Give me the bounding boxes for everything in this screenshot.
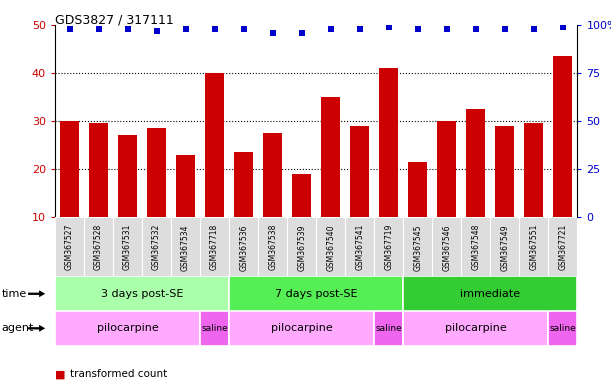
Text: GSM367549: GSM367549 [500, 224, 510, 271]
Text: GSM367551: GSM367551 [529, 224, 538, 270]
Bar [263, 133, 282, 265]
Text: ■: ■ [55, 369, 65, 379]
Text: GDS3827 / 317111: GDS3827 / 317111 [55, 13, 174, 26]
Point [500, 26, 510, 32]
Bar [55, 276, 229, 311]
Point [123, 26, 133, 32]
Text: GSM367548: GSM367548 [471, 224, 480, 270]
Bar [345, 217, 374, 276]
Text: GSM367545: GSM367545 [413, 224, 422, 271]
Point [65, 26, 75, 32]
Bar [432, 217, 461, 276]
Bar [437, 121, 456, 265]
Bar [118, 136, 137, 265]
Text: immediate: immediate [460, 289, 521, 299]
Point [239, 26, 249, 32]
Bar [554, 56, 573, 265]
Bar [84, 217, 113, 276]
Bar [205, 73, 224, 265]
Bar [89, 123, 108, 265]
Bar [350, 126, 369, 265]
Point [529, 26, 539, 32]
Bar [374, 311, 403, 346]
Text: 3 days post-SE: 3 days post-SE [101, 289, 183, 299]
Bar [200, 217, 229, 276]
Text: GSM367718: GSM367718 [210, 224, 219, 270]
Bar [519, 217, 549, 276]
Text: saline: saline [375, 324, 402, 333]
Text: transformed count: transformed count [70, 369, 167, 379]
Text: GSM367546: GSM367546 [442, 224, 452, 271]
Point [152, 28, 161, 34]
Text: pilocarpine: pilocarpine [271, 323, 332, 333]
Point [93, 26, 103, 32]
Text: GSM367528: GSM367528 [94, 224, 103, 270]
Bar [403, 217, 433, 276]
Bar [200, 311, 229, 346]
Text: agent: agent [2, 323, 34, 333]
Text: GSM367531: GSM367531 [123, 224, 132, 270]
Bar [549, 311, 577, 346]
Point [268, 30, 277, 36]
Bar [490, 217, 519, 276]
Point [471, 26, 481, 32]
Bar [287, 217, 316, 276]
Bar [524, 123, 543, 265]
Text: saline: saline [549, 324, 576, 333]
Point [326, 26, 335, 32]
Bar [461, 217, 490, 276]
Bar [113, 217, 142, 276]
Point [181, 26, 191, 32]
Bar [408, 162, 427, 265]
Bar [171, 217, 200, 276]
Bar [55, 217, 84, 276]
Bar [142, 217, 171, 276]
Text: GSM367540: GSM367540 [326, 224, 335, 271]
Bar [258, 217, 287, 276]
Bar [316, 217, 345, 276]
Bar [229, 217, 258, 276]
Text: GSM367536: GSM367536 [239, 224, 248, 271]
Point [413, 26, 423, 32]
Bar [496, 126, 514, 265]
Text: GSM367538: GSM367538 [268, 224, 277, 270]
Bar [374, 217, 403, 276]
Point [210, 26, 219, 32]
Text: GSM367719: GSM367719 [384, 224, 393, 270]
Text: pilocarpine: pilocarpine [97, 323, 158, 333]
Text: GSM367532: GSM367532 [152, 224, 161, 270]
Bar [403, 276, 577, 311]
Text: GSM367539: GSM367539 [297, 224, 306, 271]
Point [297, 30, 307, 36]
Text: pilocarpine: pilocarpine [445, 323, 507, 333]
Bar [379, 68, 398, 265]
Point [442, 26, 452, 32]
Bar [403, 311, 549, 346]
Bar [176, 155, 195, 265]
Bar [229, 276, 403, 311]
Text: saline: saline [201, 324, 228, 333]
Bar [229, 311, 374, 346]
Text: GSM367721: GSM367721 [558, 224, 568, 270]
Bar [549, 217, 577, 276]
Bar [60, 121, 79, 265]
Text: GSM367534: GSM367534 [181, 224, 190, 271]
Bar [234, 152, 253, 265]
Bar [147, 128, 166, 265]
Text: time: time [2, 289, 27, 299]
Bar [466, 109, 485, 265]
Point [355, 26, 365, 32]
Bar [292, 174, 311, 265]
Text: GSM367541: GSM367541 [355, 224, 364, 270]
Bar [321, 97, 340, 265]
Text: GSM367527: GSM367527 [65, 224, 74, 270]
Bar [55, 311, 200, 346]
Text: 7 days post-SE: 7 days post-SE [275, 289, 357, 299]
Point [384, 24, 393, 30]
Point [558, 24, 568, 30]
